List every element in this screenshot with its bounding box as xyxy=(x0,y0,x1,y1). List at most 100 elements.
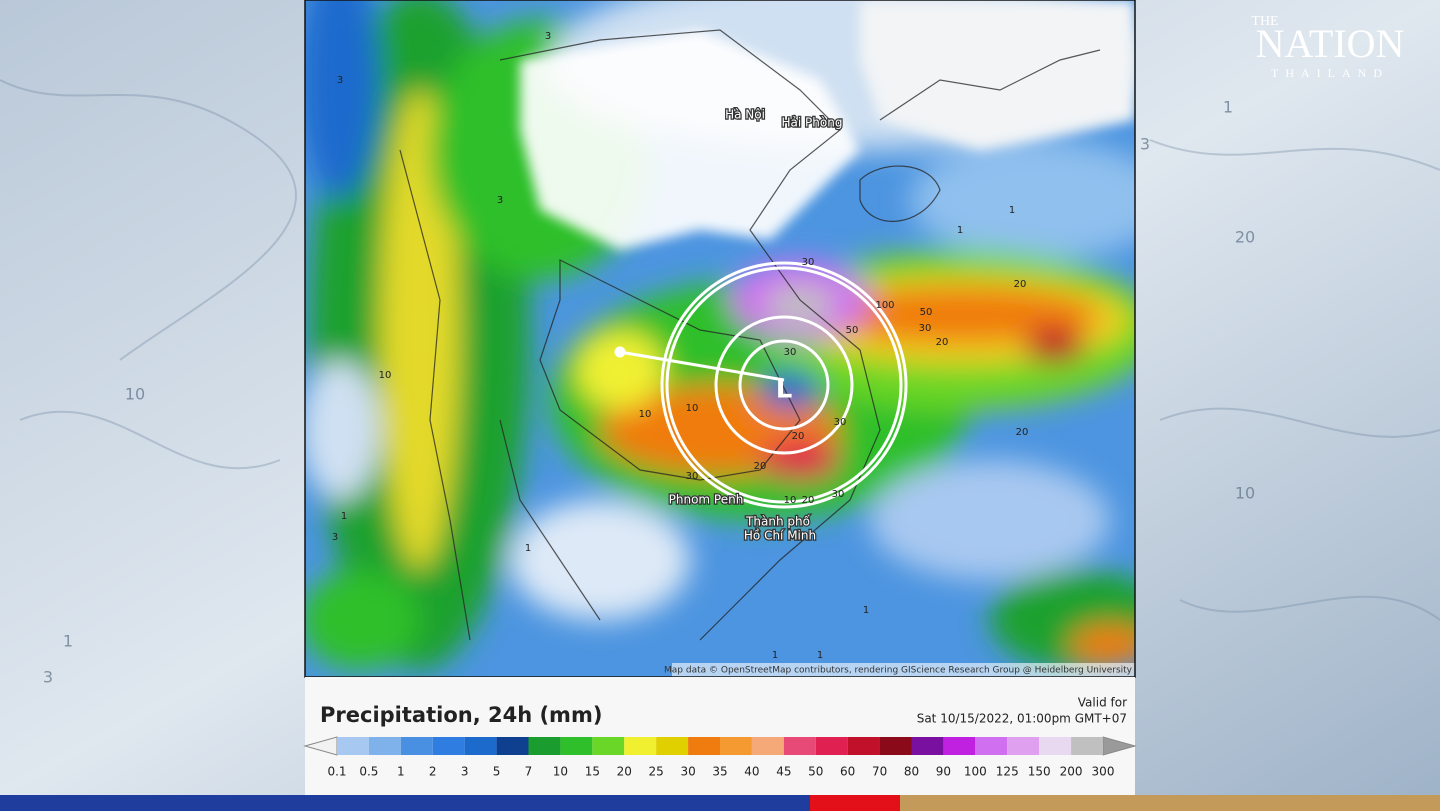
legend-swatch xyxy=(432,737,465,755)
legend-swatch xyxy=(624,737,657,755)
legend-swatch xyxy=(1039,737,1072,755)
contour-label: 50 xyxy=(920,307,933,318)
legend-label: 125 xyxy=(996,765,1019,779)
contour-label: 20 xyxy=(1016,427,1029,438)
contour-label: 10 xyxy=(784,495,797,506)
legend-label: 3 xyxy=(461,765,469,779)
bottom-bar xyxy=(810,795,900,811)
legend-label: 20 xyxy=(617,765,632,779)
legend-label: 15 xyxy=(585,765,600,779)
legend-swatch xyxy=(592,737,625,755)
attribution: Map data © OpenStreetMap contributors, r… xyxy=(664,666,1133,676)
place-label: Hà Nội xyxy=(725,108,765,122)
contour-label: 1 xyxy=(1009,205,1015,216)
legend-swatch xyxy=(879,737,912,755)
contour-label: 20 xyxy=(754,461,767,472)
background-label: 3 xyxy=(43,668,53,687)
legend-swatch xyxy=(368,737,401,755)
background-label: 3 xyxy=(1140,135,1150,154)
contour-label: 1 xyxy=(957,225,963,236)
legend-label: 150 xyxy=(1028,765,1051,779)
contour-label: 30 xyxy=(919,323,932,334)
logo-sub: THAILAND xyxy=(1271,66,1389,80)
legend-label: 50 xyxy=(808,765,823,779)
legend-swatch xyxy=(815,737,848,755)
legend-swatch xyxy=(464,737,497,755)
contour-label: 30 xyxy=(834,417,847,428)
legend-swatch xyxy=(688,737,720,755)
legend-swatch xyxy=(911,737,944,755)
legend-panel xyxy=(305,677,1135,795)
place-label: Hải Phòng xyxy=(782,116,843,130)
contour-label: 20 xyxy=(936,337,949,348)
contour-label: 30 xyxy=(686,471,699,482)
legend-label: 0.5 xyxy=(359,765,378,779)
contour-label: 10 xyxy=(686,403,699,414)
legend-swatch xyxy=(943,737,976,755)
legend-label: 30 xyxy=(680,765,695,779)
precipitation-map: L Hà Nội Hải Phòng Phnom Penh Thành phố … xyxy=(305,0,1135,677)
legend-swatch xyxy=(528,737,561,755)
legend-swatch xyxy=(1007,737,1040,755)
legend-swatch xyxy=(783,737,816,755)
contour-label: 10 xyxy=(379,370,392,381)
logo: THE NATION THAILAND xyxy=(1251,14,1404,80)
legend-label: 80 xyxy=(904,765,919,779)
contour-label: 1 xyxy=(341,511,347,522)
contour-label: 20 xyxy=(802,495,815,506)
legend-swatch xyxy=(751,737,784,755)
contour-label: 50 xyxy=(846,325,859,336)
legend-swatch xyxy=(560,737,593,755)
legend-label: 60 xyxy=(840,765,855,779)
legend-label: 25 xyxy=(649,765,664,779)
bottom-bar xyxy=(900,795,1440,811)
place-label: Phnom Penh xyxy=(669,493,744,507)
contour-label: 20 xyxy=(792,431,805,442)
legend-label: 100 xyxy=(964,765,987,779)
contour-label: 1 xyxy=(863,605,869,616)
logo-name: NATION xyxy=(1256,21,1405,66)
legend-swatch xyxy=(975,737,1008,755)
background-label: 10 xyxy=(1235,484,1255,503)
legend-label: 7 xyxy=(525,765,533,779)
valid-label: Valid for xyxy=(1078,696,1127,710)
legend-label: 70 xyxy=(872,765,887,779)
legend-label: 200 xyxy=(1060,765,1083,779)
place-label: Thành phố xyxy=(745,515,811,529)
background-label: 20 xyxy=(1235,228,1255,247)
legend-label: 0.1 xyxy=(327,765,346,779)
legend-swatch xyxy=(1071,737,1103,755)
background-contours xyxy=(0,79,1440,621)
legend-swatch xyxy=(656,737,689,755)
legend-label: 2 xyxy=(429,765,437,779)
place-label: Hồ Chí Minh xyxy=(744,529,816,543)
contour-label: 1 xyxy=(817,650,823,661)
legend-title: Precipitation, 24h (mm) xyxy=(320,703,602,727)
background-label: 10 xyxy=(125,385,145,404)
background-label: 1 xyxy=(1223,98,1233,117)
legend-label: 5 xyxy=(493,765,501,779)
legend-swatch xyxy=(400,737,433,755)
contour-label: 30 xyxy=(832,489,845,500)
legend-swatch xyxy=(847,737,880,755)
valid-time: Sat 10/15/2022, 01:00pm GMT+07 xyxy=(917,712,1127,726)
legend-label: 90 xyxy=(936,765,951,779)
legend-label: 35 xyxy=(712,765,727,779)
logo-top: THE xyxy=(1251,14,1278,29)
background-label: 1 xyxy=(63,632,73,651)
legend-swatch xyxy=(337,737,369,755)
contour-label: 3 xyxy=(332,532,338,543)
contour-label: 3 xyxy=(337,75,343,86)
legend-label: 1 xyxy=(397,765,405,779)
legend-swatch xyxy=(496,737,529,755)
low-circles xyxy=(614,261,908,509)
bottom-bar xyxy=(0,795,810,811)
contour-label: 3 xyxy=(497,195,503,206)
contour-label: 1 xyxy=(525,543,531,554)
legend-label: 10 xyxy=(553,765,568,779)
legend-label: 40 xyxy=(744,765,759,779)
contour-label: 20 xyxy=(1014,279,1027,290)
contour-label: 3 xyxy=(545,31,551,42)
contour-label: 10 xyxy=(639,409,652,420)
